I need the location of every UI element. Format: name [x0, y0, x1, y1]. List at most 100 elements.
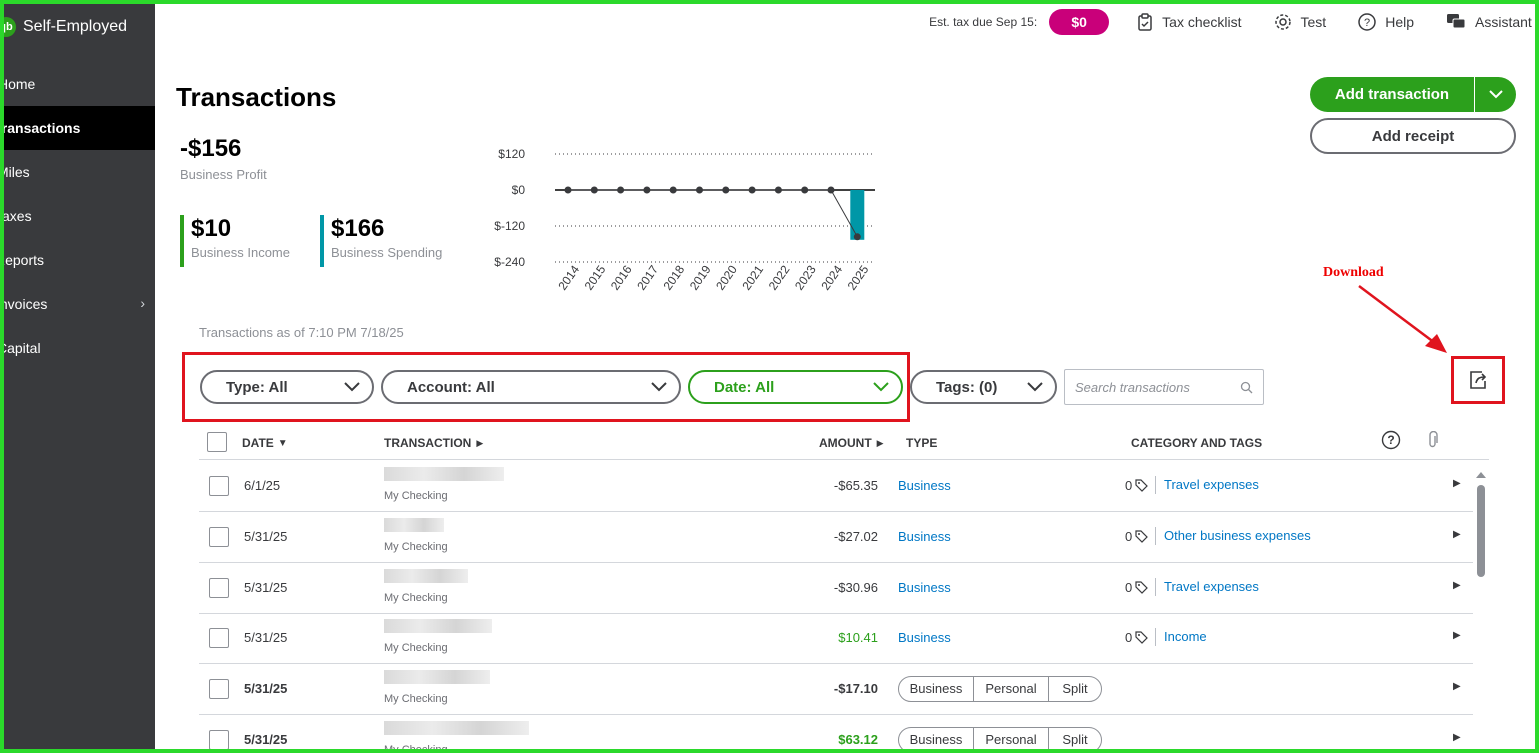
row-account: My Checking [384, 642, 448, 654]
row-checkbox[interactable] [209, 476, 229, 496]
row-tag-count[interactable]: 0 [1125, 580, 1149, 595]
type-business-option[interactable]: Business [899, 677, 974, 701]
sidebar-item-taxes[interactable]: Taxes [0, 194, 155, 238]
row-checkbox[interactable] [209, 527, 229, 547]
chart-point [774, 186, 782, 194]
help-link[interactable]: ? Help [1358, 13, 1414, 31]
type-split-option[interactable]: Split [1062, 732, 1088, 747]
chart-x-tick-label: 2021 [739, 262, 766, 292]
select-all-checkbox[interactable] [207, 432, 227, 452]
row-tag-count[interactable]: 0 [1125, 630, 1149, 645]
row-expand-icon[interactable]: ▶ [1453, 580, 1461, 591]
table-row[interactable]: 5/31/25 My Checking -$27.02 Business 0 O… [199, 512, 1473, 563]
chart-y-tick-label: $0 [512, 183, 526, 197]
row-category[interactable]: Travel expenses [1155, 476, 1259, 494]
row-checkbox[interactable] [209, 730, 229, 750]
assistant-link[interactable]: Assistant [1446, 13, 1539, 31]
settings-label: Test [1300, 14, 1327, 30]
row-type[interactable]: Business [898, 478, 951, 493]
row-expand-icon[interactable]: ▶ [1453, 630, 1461, 641]
row-tag-count-value: 0 [1125, 478, 1133, 493]
add-receipt-button[interactable]: Add receipt [1310, 118, 1516, 154]
help-icon[interactable]: ? [1381, 430, 1401, 450]
quickbooks-logo-icon: qb [0, 17, 16, 37]
row-type[interactable]: Business [898, 580, 951, 595]
table-row[interactable]: 5/31/25 My Checking $63.12 Business Pers… [199, 715, 1473, 753]
sidebar-item-label: Taxes [0, 208, 32, 224]
business-profit-label: Business Profit [180, 167, 267, 182]
column-header-transaction[interactable]: TRANSACTION ▶ [384, 436, 483, 450]
est-tax-badge[interactable]: $0 [1049, 9, 1110, 35]
column-header-amount[interactable]: AMOUNT ▶ [819, 436, 884, 450]
type-segmented-control[interactable]: Business Personal Split [898, 727, 1102, 753]
chart-bar [850, 190, 865, 240]
type-filter[interactable]: Type: All [200, 370, 374, 404]
type-split-option[interactable]: Split [1062, 681, 1088, 696]
account-filter[interactable]: Account: All [381, 370, 681, 404]
chart-x-tick-label: 2020 [713, 262, 740, 292]
business-income-stat: $10 Business Income [180, 215, 290, 267]
top-bar: Est. tax due Sep 15: $0 Tax checklist Te… [929, 8, 1539, 36]
row-type[interactable]: Business [898, 529, 951, 544]
row-tag-count[interactable]: 0 [1125, 529, 1149, 544]
table-row[interactable]: 5/31/25 My Checking -$30.96 Business 0 T… [199, 563, 1473, 614]
search-placeholder: Search transactions [1075, 379, 1190, 395]
row-amount: $63.12 [838, 732, 878, 747]
tags-filter[interactable]: Tags: (0) [910, 370, 1057, 404]
sidebar-item-capital[interactable]: Capital [0, 326, 155, 370]
chart-point [722, 186, 730, 194]
row-type[interactable]: Business [898, 630, 951, 645]
export-button[interactable] [1451, 356, 1505, 404]
settings-link[interactable]: Test [1274, 13, 1327, 31]
row-category[interactable]: Income [1155, 628, 1207, 646]
type-business-option[interactable]: Business [899, 728, 974, 752]
business-income-label: Business Income [191, 245, 290, 260]
column-header-type-label: TYPE [906, 436, 938, 450]
row-expand-icon[interactable]: ▶ [1453, 529, 1461, 540]
sidebar-item-home[interactable]: Home [0, 62, 155, 106]
chevron-down-icon [344, 382, 360, 392]
row-checkbox[interactable] [209, 679, 229, 699]
annotation-arrow [1358, 285, 1447, 353]
add-transaction-button[interactable]: Add transaction [1310, 77, 1516, 112]
column-header-type: TYPE [906, 436, 937, 450]
type-personal-option[interactable]: Personal [974, 677, 1049, 701]
table-row[interactable]: 6/1/25 My Checking -$65.35 Business 0 Tr… [199, 461, 1473, 512]
row-expand-icon[interactable]: ▶ [1453, 681, 1461, 692]
row-checkbox[interactable] [209, 628, 229, 648]
table-row[interactable]: 5/31/25 My Checking -$17.10 Business Per… [199, 664, 1473, 715]
row-tag-count[interactable]: 0 [1125, 478, 1149, 493]
sidebar-item-label: Miles [0, 164, 30, 180]
row-expand-icon[interactable]: ▶ [1453, 732, 1461, 743]
paperclip-icon [1426, 431, 1440, 449]
sidebar-item-miles[interactable]: Miles [0, 150, 155, 194]
sidebar-item-reports[interactable]: Reports [0, 238, 155, 282]
column-header-date[interactable]: DATE ▼ [242, 436, 288, 450]
chart-x-tick-label: 2017 [634, 262, 661, 292]
sidebar-item-invoices[interactable]: Invoices › [0, 282, 155, 326]
tax-checklist-link[interactable]: Tax checklist [1137, 13, 1242, 31]
row-expand-icon[interactable]: ▶ [1453, 478, 1461, 489]
search-input[interactable]: Search transactions [1064, 369, 1264, 405]
scrollbar-thumb[interactable] [1477, 485, 1485, 577]
type-personal-option[interactable]: Personal [974, 728, 1049, 752]
row-amount: -$27.02 [833, 529, 878, 544]
sidebar-item-label: Invoices [0, 296, 48, 312]
chart-point [617, 186, 625, 194]
type-segmented-control[interactable]: Business Personal Split [898, 676, 1102, 702]
row-category[interactable]: Travel expenses [1155, 578, 1259, 596]
table-scrollbar[interactable] [1475, 466, 1487, 753]
table-row[interactable]: 5/31/25 My Checking $10.41 Business 0 In… [199, 613, 1473, 664]
brand[interactable]: qb Self-Employed [0, 14, 127, 40]
scroll-up-icon[interactable] [1475, 471, 1487, 479]
sidebar-item-transactions[interactable]: Transactions [0, 106, 155, 150]
date-filter-label: Date: All [714, 378, 775, 396]
business-profit-value: -$156 [180, 135, 242, 162]
row-checkbox[interactable] [209, 578, 229, 598]
date-filter[interactable]: Date: All [688, 370, 903, 404]
row-amount: -$17.10 [833, 681, 878, 696]
tag-icon [1135, 530, 1149, 543]
add-transaction-dropdown[interactable] [1474, 77, 1516, 112]
row-category[interactable]: Other business expenses [1155, 527, 1311, 545]
account-filter-label: Account: All [407, 378, 495, 396]
